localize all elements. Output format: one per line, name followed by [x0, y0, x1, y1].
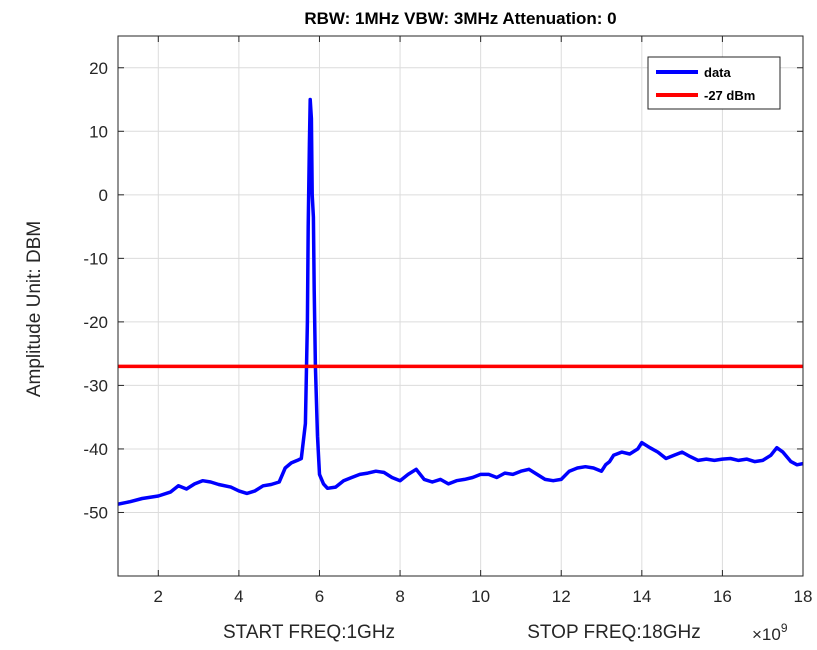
legend-label-data: data [704, 65, 732, 80]
plot-frame [117, 35, 804, 577]
x-axis-label-start: START FREQ:1GHz [223, 622, 395, 643]
grid [118, 36, 804, 576]
x-tick-label: 2 [154, 587, 163, 606]
y-tick-label: 10 [89, 122, 108, 141]
y-tick-label: -50 [83, 503, 108, 522]
ticks: 2 4 6 8 10 12 14 16 18 20 10 0 -10 -20 -30 -40 -50 [83, 36, 812, 606]
y-tick-label: -10 [83, 249, 108, 268]
legend-box [647, 56, 781, 110]
series-group [118, 97, 803, 506]
legend-label-threshold: -27 dBm [704, 88, 755, 103]
x-axis-exponent-power: 9 [781, 621, 788, 635]
x-axis-label-stop: STOP FREQ:18GHz [527, 622, 701, 643]
x-tick-label: 10 [471, 587, 490, 606]
y-tick-label: -40 [83, 440, 108, 459]
y-tick-label: -20 [83, 313, 108, 332]
x-axis-exponent-base: ×10 [752, 625, 781, 644]
y-tick-label: -30 [83, 376, 108, 395]
x-tick-label: 14 [632, 587, 651, 606]
x-tick-label: 16 [713, 587, 732, 606]
legend: data -27 dBm [647, 56, 781, 110]
x-axis-exponent: ×109 [752, 621, 788, 644]
y-tick-label: 0 [99, 186, 108, 205]
x-tick-label: 6 [315, 587, 324, 606]
series-line-data [118, 97, 803, 506]
x-tick-label: 12 [552, 587, 571, 606]
y-tick-label: 20 [89, 59, 108, 78]
y-axis-label: Amplitude Unit: DBM [24, 221, 45, 397]
plot-background [118, 36, 803, 576]
chart-title: RBW: 1MHz VBW: 3MHz Attenuation: 0 [304, 9, 616, 28]
x-tick-label: 18 [794, 587, 813, 606]
x-tick-label: 4 [234, 587, 243, 606]
x-tick-label: 8 [395, 587, 404, 606]
